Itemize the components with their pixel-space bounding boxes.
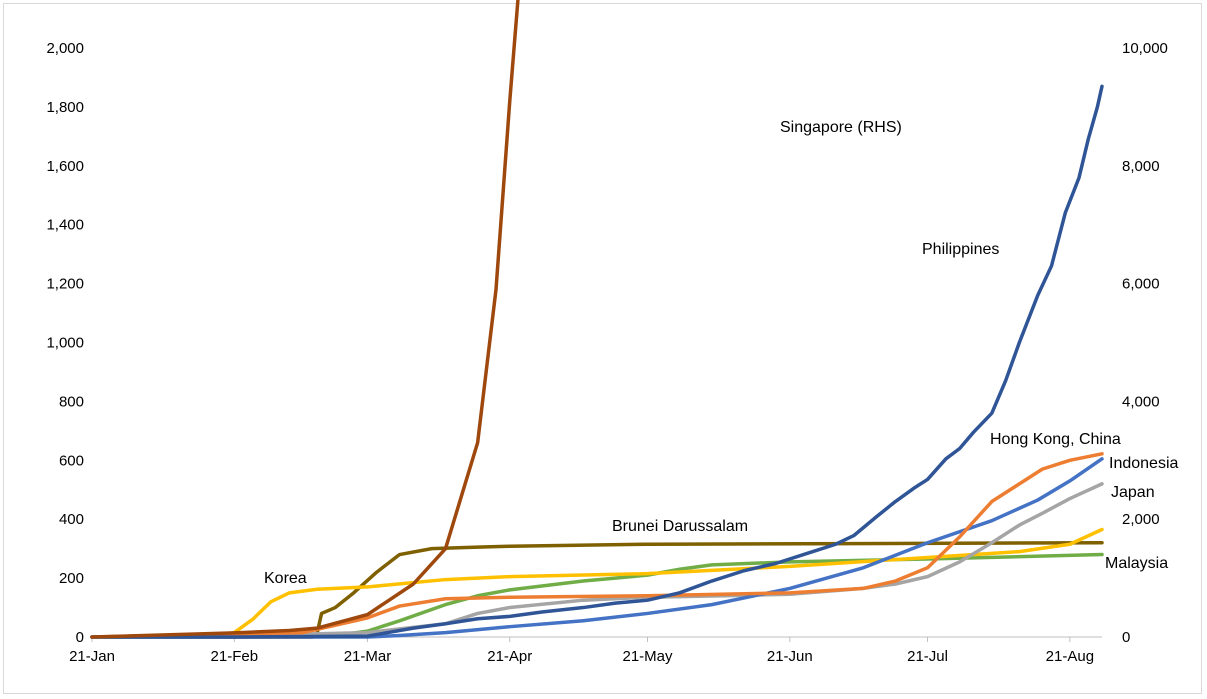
series-line-philippines [90, 84, 1104, 639]
series-labels: Singapore (RHS) Philippines Hong Kong, C… [264, 119, 1178, 587]
y-left-tick-label: 1,600 [46, 158, 84, 175]
series-line-indonesia [90, 457, 1104, 639]
y-right-tick-label: 8,000 [1122, 158, 1160, 175]
x-tick-label: 21-Feb [211, 648, 259, 665]
y-left-tick-label: 1,000 [46, 335, 84, 352]
y-left-tick-label: 200 [59, 570, 84, 587]
series-line-hong-kong-china [90, 452, 1104, 639]
y-left-tick-label: 600 [59, 452, 84, 469]
series-label-malaysia: Malaysia [1105, 555, 1168, 572]
series-label-brunei: Brunei Darussalam [612, 518, 748, 535]
x-tick-label: 21-Jun [767, 648, 813, 665]
series-label-korea: Korea [264, 570, 307, 587]
series-label-singapore: Singapore (RHS) [780, 119, 902, 136]
y-right-tick-label: 2,000 [1122, 511, 1160, 528]
x-tick-label: 21-May [622, 648, 673, 665]
x-tick-label: 21-Apr [487, 648, 532, 665]
series-line-japan [90, 482, 1104, 639]
x-tick-label: 21-Jan [69, 648, 115, 665]
y-left-tick-label: 1,400 [46, 217, 84, 234]
axes: 21-Jan 21-Feb 21-Mar 21-Apr 21-May 21-Jun 21-J… [46, 40, 1167, 665]
series-label-philippines: Philippines [922, 241, 999, 258]
series-label-indonesia: Indonesia [1109, 455, 1178, 472]
chart-frame [3, 3, 1202, 694]
x-tick-label: 21-Mar [344, 648, 392, 665]
series-lines [90, 0, 1104, 639]
x-tick-label: 21-Jul [907, 648, 948, 665]
y-left-tick-label: 0 [76, 629, 84, 646]
y-right-tick-label: 0 [1122, 629, 1130, 646]
y-right-tick-label: 4,000 [1122, 393, 1160, 410]
series-line-singapore-rhs [90, 0, 520, 639]
y-left-tick-label: 400 [59, 511, 84, 528]
y-left-tick-label: 800 [59, 393, 84, 410]
y-right-tick-label: 10,000 [1122, 40, 1168, 57]
x-tick-label: 21-Aug [1046, 648, 1094, 665]
series-label-hong-kong: Hong Kong, China [990, 431, 1121, 448]
y-left-tick-label: 2,000 [46, 40, 84, 57]
y-left-tick-label: 1,800 [46, 99, 84, 116]
y-right-tick-label: 6,000 [1122, 276, 1160, 293]
y-left-tick-label: 1,200 [46, 276, 84, 293]
series-label-japan: Japan [1111, 484, 1155, 501]
